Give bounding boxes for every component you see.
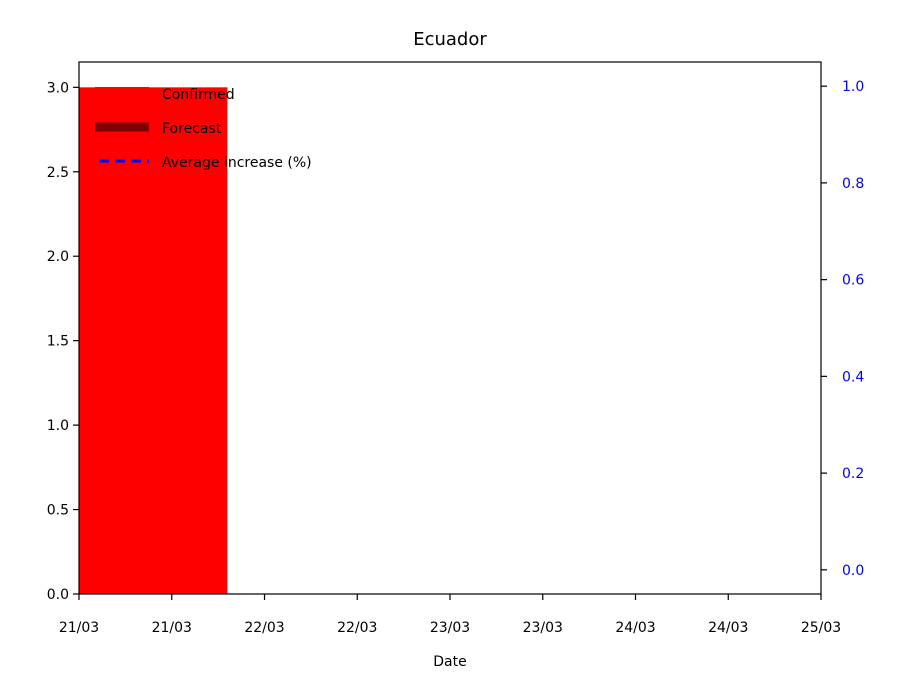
legend-label: Forecast <box>162 121 222 137</box>
x-tick-label: 24/03 <box>615 620 655 636</box>
x-tick-label: 23/03 <box>430 620 470 636</box>
right-tick-label: 0.8 <box>842 176 864 192</box>
left-tick-label: 0.0 <box>47 587 69 603</box>
x-tick-label: 24/03 <box>708 620 748 636</box>
legend-swatch-confirmed <box>95 87 149 99</box>
right-tick-label: 1.0 <box>842 79 864 95</box>
legend: Confirmed Forecast Average increase (%) <box>95 87 312 171</box>
left-tick-label: 0.5 <box>47 503 69 519</box>
left-tick-label: 3.0 <box>47 80 69 96</box>
left-y-axis: 0.0 0.5 1.0 1.5 2.0 2.5 3.0 <box>47 80 79 603</box>
left-tick-label: 2.5 <box>47 165 69 181</box>
plot-area <box>78 61 822 595</box>
left-tick-label: 2.0 <box>47 249 69 265</box>
right-tick-label: 0.0 <box>842 563 864 579</box>
left-tick-label: 1.0 <box>47 418 69 434</box>
x-tick-label: 25/03 <box>801 620 841 636</box>
right-y-axis: 0.0 0.2 0.4 0.6 0.8 1.0 <box>821 79 864 579</box>
x-tick-label: 22/03 <box>244 620 284 636</box>
legend-item: Forecast <box>95 121 222 137</box>
right-tick-label: 0.6 <box>842 273 864 289</box>
chart-title: Ecuador <box>413 29 487 50</box>
right-tick-label: 0.2 <box>842 466 864 482</box>
x-tick-label: 22/03 <box>337 620 377 636</box>
right-tick-label: 0.4 <box>842 369 864 385</box>
x-tick-label: 21/03 <box>59 620 99 636</box>
x-tick-label: 21/03 <box>152 620 192 636</box>
left-tick-label: 1.5 <box>47 334 69 350</box>
legend-item: Confirmed <box>95 87 235 103</box>
legend-item: Average increase (%) <box>99 155 312 171</box>
legend-label: Average increase (%) <box>162 155 312 171</box>
x-axis-label: Date <box>433 654 466 670</box>
x-tick-label: 23/03 <box>523 620 563 636</box>
bar-0-0 <box>79 87 228 594</box>
x-axis: 21/03 21/03 22/03 22/03 23/03 23/03 24/03 24/03… <box>59 594 841 636</box>
legend-label: Confirmed <box>162 87 235 103</box>
